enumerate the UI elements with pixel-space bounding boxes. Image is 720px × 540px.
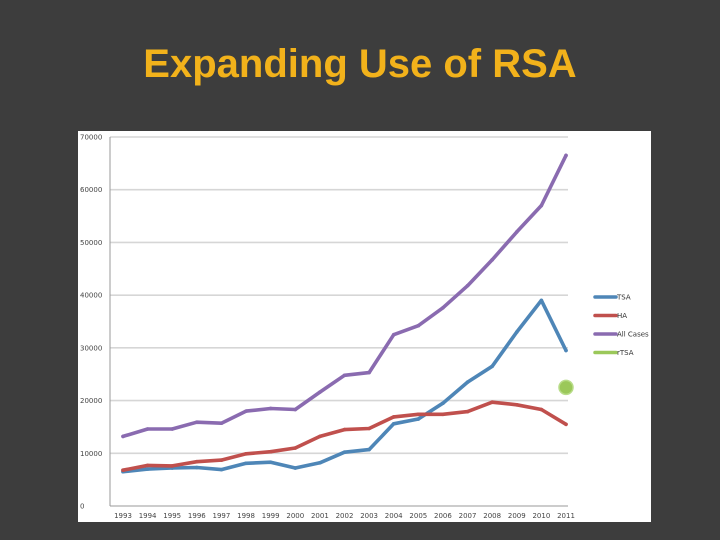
data-point-ha — [564, 422, 568, 427]
y-tick-label: 60000 — [80, 186, 102, 194]
x-tick-label: 1996 — [188, 512, 206, 520]
series-line-ha — [121, 400, 568, 473]
data-point-tsa — [441, 401, 445, 406]
data-point-all-cases — [268, 406, 273, 411]
x-tick-label: 2000 — [286, 512, 304, 520]
x-tick-label: 2003 — [360, 512, 378, 520]
data-point-tsa — [367, 447, 371, 452]
y-tick-label: 40000 — [80, 292, 102, 300]
data-point-tsa — [293, 466, 298, 470]
data-point-all-cases — [293, 407, 298, 412]
data-point-tsa — [268, 460, 273, 465]
data-point-tsa — [244, 461, 248, 466]
x-tick-label: 1993 — [114, 512, 132, 520]
slide-title: Expanding Use of RSA — [143, 42, 577, 86]
data-point-all-cases — [318, 390, 322, 394]
x-tick-label: 2008 — [483, 512, 501, 520]
data-point-ha — [539, 407, 544, 412]
data-point-ha — [490, 400, 494, 404]
x-tick-label: 2002 — [336, 512, 354, 520]
data-point-all-cases — [121, 434, 125, 439]
x-tick-label: 2011 — [557, 512, 575, 520]
data-point-all-cases — [514, 230, 519, 234]
y-tick-label: 70000 — [80, 134, 102, 142]
series-line-tsa — [121, 298, 568, 474]
axis-layer: 0 10000 20000 30000 40000 50000 60000 70000 1993… — [80, 134, 575, 521]
data-point-all-cases — [342, 373, 347, 378]
y-tick-label: 50000 — [80, 239, 102, 247]
data-point-ha — [441, 412, 445, 417]
data-point-tsa — [465, 380, 470, 384]
y-tick-label: 20000 — [80, 397, 102, 405]
data-point-all-cases — [367, 370, 371, 375]
data-point-ha — [342, 427, 347, 432]
data-point-all-cases — [441, 305, 445, 310]
data-point-ha — [391, 415, 396, 419]
legend-label-ha: HA — [617, 312, 627, 320]
data-point-all-cases — [219, 421, 224, 426]
data-point-all-cases — [195, 420, 199, 424]
data-point-tsa — [342, 450, 347, 455]
x-tick-label: 1998 — [237, 512, 255, 520]
x-tick-label: 2007 — [459, 512, 477, 520]
data-point-tsa — [514, 330, 519, 334]
x-tick-label: 2006 — [434, 512, 452, 520]
data-point-tsa — [539, 298, 544, 303]
line-chart: 0 10000 20000 30000 40000 50000 60000 70000 1993… — [80, 134, 649, 521]
legend-label-rtsa: rTSA — [617, 349, 634, 357]
data-point-tsa — [564, 348, 568, 353]
data-point-all-cases — [564, 153, 568, 158]
data-point-tsa — [219, 467, 224, 472]
x-tick-label: 1994 — [139, 512, 157, 520]
x-tick-label: 2009 — [508, 512, 526, 520]
x-tick-label: 1997 — [213, 512, 231, 520]
data-point-ha — [244, 452, 248, 456]
grid-layer — [110, 136, 568, 455]
data-point-tsa — [318, 460, 322, 465]
series-layer — [121, 153, 574, 474]
data-point-all-cases — [391, 332, 396, 337]
data-point-rtsa — [558, 379, 574, 396]
data-point-tsa — [145, 467, 150, 471]
y-tick-label: 0 — [80, 503, 84, 511]
legend: TSA HA All Cases rTSA — [593, 294, 649, 357]
x-tick-label: 2010 — [532, 512, 550, 520]
data-point-ha — [219, 458, 224, 462]
y-tick-label: 10000 — [80, 450, 102, 458]
data-point-ha — [293, 446, 298, 450]
data-point-ha — [416, 412, 421, 417]
data-point-ha — [170, 464, 175, 468]
data-point-ha — [367, 426, 371, 431]
legend-label-all-cases: All Cases — [617, 331, 649, 339]
data-point-all-cases — [465, 283, 470, 288]
x-tick-label: 1995 — [163, 512, 181, 520]
data-point-ha — [121, 468, 125, 472]
data-point-ha — [514, 402, 519, 407]
legend-label-tsa: TSA — [616, 294, 631, 302]
data-point-ha — [268, 449, 273, 454]
data-point-ha — [318, 434, 322, 439]
data-point-tsa — [490, 364, 494, 369]
x-tick-label: 2001 — [311, 512, 329, 520]
x-tick-label: 1999 — [262, 512, 280, 520]
x-tick-label: 2005 — [409, 512, 427, 520]
data-point-ha — [465, 409, 470, 414]
x-tick-label: 2004 — [385, 512, 403, 520]
data-point-all-cases — [539, 203, 544, 208]
data-point-all-cases — [170, 427, 175, 431]
data-point-all-cases — [244, 409, 248, 413]
data-point-tsa — [195, 465, 199, 470]
data-point-tsa — [416, 417, 421, 421]
data-point-ha — [195, 459, 199, 464]
y-tick-label: 30000 — [80, 344, 102, 352]
data-point-all-cases — [490, 258, 494, 262]
chart-area: 0 10000 20000 30000 40000 50000 60000 70000 1993… — [78, 131, 651, 522]
data-point-ha — [145, 463, 150, 468]
data-point-tsa — [391, 421, 396, 426]
data-point-all-cases — [416, 323, 421, 328]
data-point-all-cases — [145, 427, 150, 431]
